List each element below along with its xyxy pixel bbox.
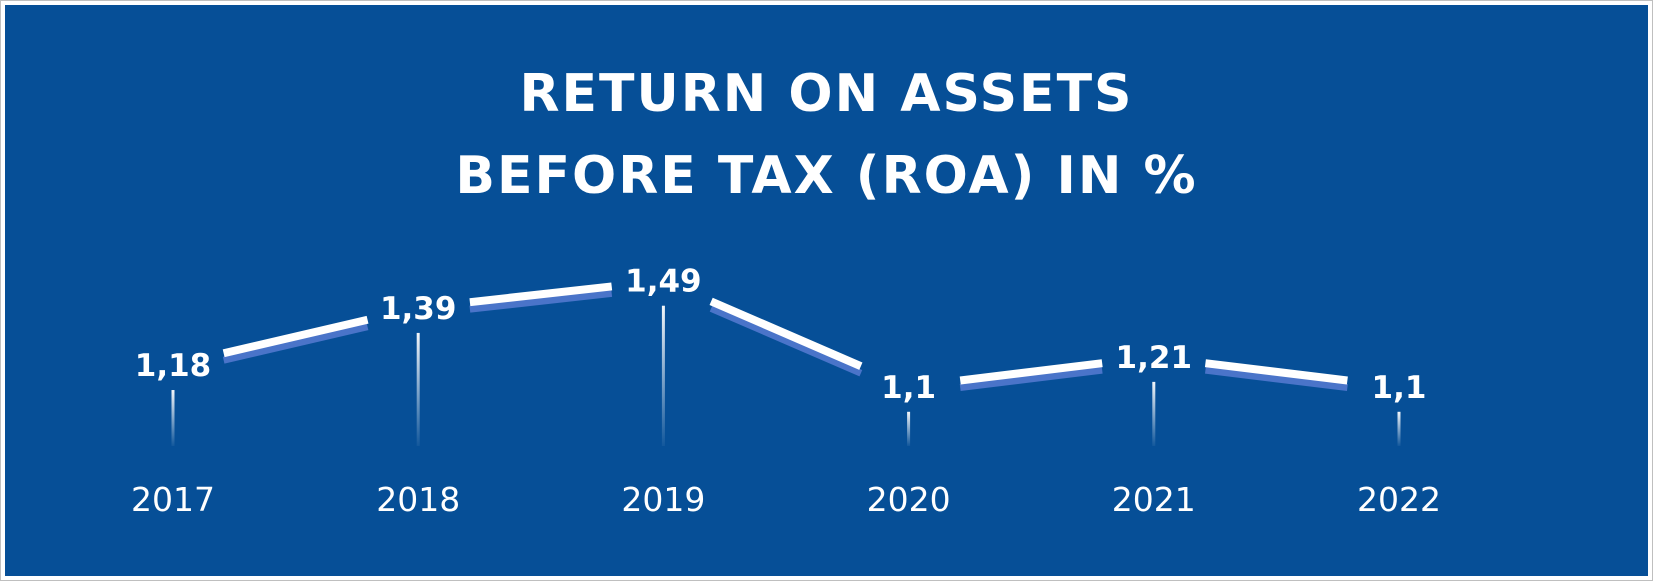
line-shadow-segment [222, 323, 369, 364]
x-tick-label: 2019 [621, 480, 705, 519]
line-segment [469, 282, 613, 307]
x-tick-label: 2022 [1357, 480, 1441, 519]
line-shadow-segment [709, 305, 863, 377]
data-label: 1,49 [625, 264, 702, 300]
chart-title: RETURN ON ASSETS BEFORE TAX (ROA) IN % [5, 53, 1648, 217]
drop-line [1397, 411, 1401, 446]
chart-title-line-2: BEFORE TAX (ROA) IN % [455, 146, 1198, 206]
x-tick-label: 2018 [376, 480, 460, 519]
line-shadow-segment [959, 366, 1103, 391]
drop-line [171, 390, 175, 446]
data-label: 1,1 [1372, 370, 1427, 406]
drop-line [907, 411, 911, 446]
drop-line [661, 305, 665, 446]
line-segment [222, 315, 369, 358]
line-segment [959, 359, 1103, 385]
data-label: 1,39 [380, 291, 457, 327]
x-tick-label: 2017 [131, 480, 215, 519]
data-label: 1,21 [1116, 340, 1193, 376]
drop-line [1152, 381, 1156, 446]
x-tick-label: 2021 [1112, 480, 1196, 519]
data-label: 1,18 [135, 348, 212, 384]
chart-panel: RETURN ON ASSETS BEFORE TAX (ROA) IN % [5, 5, 1648, 576]
drop-line [416, 332, 420, 446]
line-segment [1204, 359, 1348, 385]
line-segment [709, 297, 863, 370]
chart-title-line-1: RETURN ON ASSETS [519, 64, 1134, 124]
line-shadow-segment [1204, 366, 1348, 391]
data-label: 1,1 [881, 370, 936, 406]
line-shadow-segment [469, 289, 613, 313]
x-tick-label: 2020 [867, 480, 951, 519]
